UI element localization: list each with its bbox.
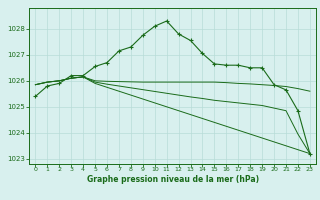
X-axis label: Graphe pression niveau de la mer (hPa): Graphe pression niveau de la mer (hPa) (87, 175, 259, 184)
